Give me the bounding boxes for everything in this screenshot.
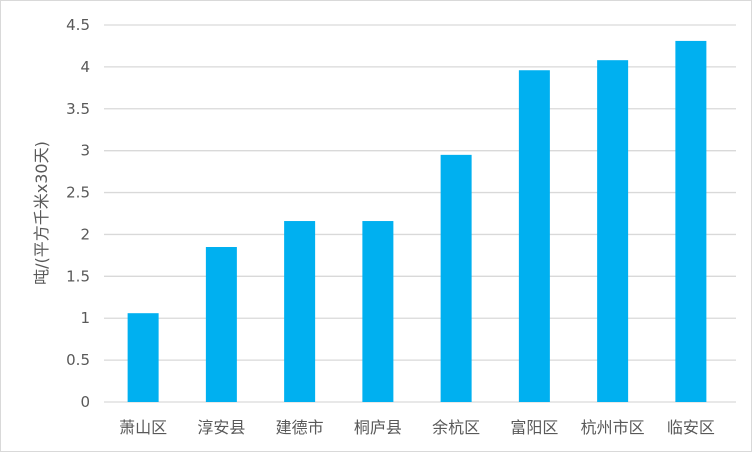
x-axis-labels: 萧山区 淳安县 建德市 桐庐县 余杭区 富阳区 杭州市区 临安区 (119, 418, 715, 437)
bar (518, 70, 550, 403)
y-axis-label: 吨/(平方千米x30天) (32, 141, 51, 285)
y-axis-ticks: 0 0.5 1 1.5 2 2.5 3 3.5 4 4.5 (66, 16, 90, 411)
x-category-label: 临安区 (667, 418, 715, 437)
x-category-label: 桐庐县 (354, 418, 402, 437)
bars (127, 40, 707, 403)
bar (675, 40, 707, 402)
y-tick-label: 1.5 (66, 267, 90, 285)
x-category-label: 余杭区 (432, 418, 480, 437)
y-tick-label: 0 (80, 393, 90, 411)
bar (597, 60, 629, 402)
y-tick-label: 4 (80, 58, 90, 76)
y-tick-label: 0.5 (66, 351, 90, 369)
x-category-label: 萧山区 (119, 418, 167, 437)
y-tick-label: 1 (80, 309, 90, 327)
y-tick-label: 3.5 (66, 100, 90, 118)
bar (440, 154, 472, 402)
y-tick-label: 2 (80, 225, 90, 243)
bar (127, 313, 159, 402)
bar (362, 221, 394, 402)
bar (205, 247, 237, 402)
y-tick-label: 3 (80, 142, 90, 160)
x-category-label: 杭州市区 (581, 418, 645, 437)
bar (284, 221, 316, 402)
y-tick-label: 4.5 (66, 16, 90, 34)
x-category-label: 淳安县 (197, 418, 245, 437)
y-tick-label: 2.5 (66, 184, 90, 202)
x-category-label: 富阳区 (510, 418, 558, 437)
x-category-label: 建德市 (276, 418, 324, 437)
gridlines (104, 24, 736, 403)
